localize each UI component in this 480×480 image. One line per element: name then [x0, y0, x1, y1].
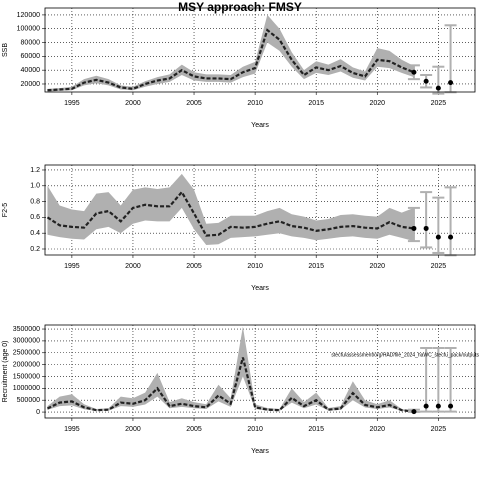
- confidence-band: [47, 173, 414, 246]
- forecast-point: [423, 403, 429, 409]
- x-tick-label: 2010: [247, 426, 263, 433]
- x-tick-label: 2005: [186, 263, 202, 270]
- plot-frame: [44, 324, 476, 419]
- median-line: [46, 357, 415, 413]
- y-tick-label: 80000: [21, 39, 41, 46]
- x-tick-label: 2000: [125, 100, 141, 107]
- x-tick-label: 2025: [431, 426, 447, 433]
- x-tick-label: 1995: [64, 426, 80, 433]
- y-tick-label: 20000: [21, 81, 41, 88]
- annotation: stecfu/assessment/org/HAD/file_2024_haWC…: [331, 352, 479, 358]
- x-tick-label: 2020: [369, 263, 385, 270]
- y-tick-label: 0.6: [30, 214, 40, 221]
- x-tick-label: 2015: [308, 100, 324, 107]
- y-tick-label: 0.8: [30, 198, 40, 205]
- y-tick-label: 1000000: [13, 385, 40, 392]
- y-tick-label: 60000: [21, 53, 41, 60]
- y-tick-label: 1500000: [13, 373, 40, 380]
- median-line: [47, 28, 415, 92]
- y-tick-label: 0: [36, 409, 40, 416]
- forecast-point: [448, 403, 454, 409]
- y-tick-label: 3500000: [13, 326, 40, 333]
- forecast-point: [423, 225, 429, 231]
- x-tick-label: 2010: [247, 263, 263, 270]
- y-tick-label: 1.0: [30, 183, 40, 190]
- x-tick-label: 1995: [64, 100, 80, 107]
- x-axis-label: Years: [251, 448, 269, 455]
- x-tick-label: 2005: [186, 426, 202, 433]
- median-line: [46, 190, 415, 237]
- forecast-point: [435, 85, 441, 91]
- forecast-point: [448, 234, 454, 240]
- y-tick-label: 500000: [17, 397, 40, 404]
- x-tick-label: 2000: [125, 263, 141, 270]
- y-axis-label: SSB: [2, 43, 9, 57]
- chart-title: MSY approach: FMSY: [178, 0, 302, 14]
- x-tick-label: 2010: [247, 100, 263, 107]
- forecast-point: [411, 225, 417, 231]
- forecast-point: [448, 80, 454, 86]
- y-tick-label: 2500000: [13, 350, 40, 357]
- x-tick-label: 2025: [431, 100, 447, 107]
- confidence-band: [47, 326, 414, 412]
- forecast-point: [435, 234, 441, 240]
- x-tick-label: 2015: [308, 263, 324, 270]
- x-axis-label: Years: [251, 122, 269, 129]
- x-tick-label: 2020: [369, 100, 385, 107]
- confidence-band: [47, 14, 414, 92]
- forecast-point: [411, 69, 417, 75]
- y-tick-label: 120000: [17, 12, 40, 19]
- y-tick-label: 0.2: [30, 246, 40, 253]
- y-tick-label: 100000: [17, 26, 40, 33]
- x-tick-label: 2020: [369, 426, 385, 433]
- plot-frame: [44, 7, 476, 93]
- y-tick-label: 1.2: [30, 167, 40, 174]
- x-tick-label: 2015: [308, 426, 324, 433]
- y-tick-label: 40000: [21, 67, 41, 74]
- forecast-point: [411, 409, 417, 415]
- y-axis-label: F2-5: [2, 203, 9, 218]
- x-tick-label: 2005: [186, 100, 202, 107]
- forecast-point: [423, 78, 429, 84]
- x-tick-label: 1995: [64, 263, 80, 270]
- x-axis-label: Years: [251, 285, 269, 292]
- x-tick-label: 2000: [125, 426, 141, 433]
- plot-frame: [44, 164, 476, 256]
- y-axis-label: Recruitment (age 0): [2, 341, 9, 403]
- y-tick-label: 0.4: [30, 230, 40, 237]
- forecast-point: [435, 403, 441, 409]
- x-tick-label: 2025: [431, 263, 447, 270]
- y-tick-label: 3000000: [13, 338, 40, 345]
- y-tick-label: 2000000: [13, 361, 40, 368]
